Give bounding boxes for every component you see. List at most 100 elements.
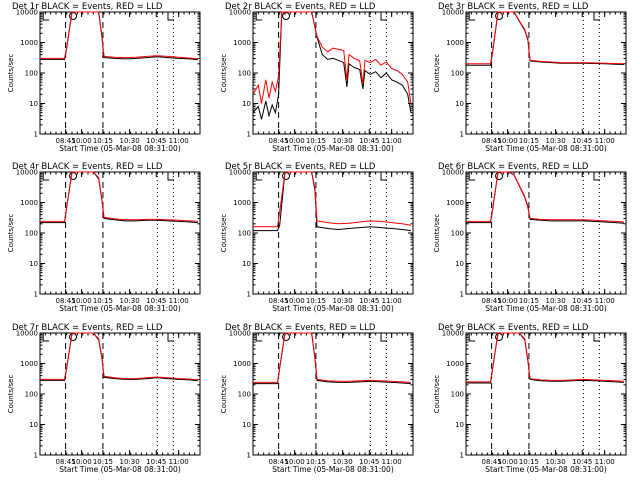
x-tick-label: 10:15	[306, 137, 326, 145]
x-tick-label: 10:15	[306, 458, 326, 466]
x-tick-label: 10:45	[359, 458, 379, 466]
y-tick-label: 10	[455, 100, 464, 108]
y-tick-label: 10	[242, 260, 251, 268]
y-tick-label: 10	[29, 100, 38, 108]
x-tick-label: 10:00	[72, 137, 92, 145]
y-tick-label: 10000	[442, 330, 464, 338]
x-axis-label: Start Time (05-Mar-08 08:31:00)	[485, 304, 607, 313]
y-tick-label: 1000	[446, 199, 464, 207]
y-axis-label: Counts/sec	[7, 54, 15, 93]
chart-title: Det 6r BLACK = Events, RED = LLD	[438, 162, 589, 172]
x-axis-label: Start Time (05-Mar-08 08:31:00)	[272, 144, 394, 153]
y-tick-label: 10	[29, 260, 38, 268]
bracket-marker	[380, 333, 387, 342]
series-line-events	[40, 171, 198, 224]
x-tick-label: 10:30	[546, 137, 566, 145]
y-tick-label: 1	[247, 131, 251, 139]
bracket-marker	[255, 333, 263, 342]
x-tick-label: 11:00	[595, 137, 615, 145]
x-tick-label: 10:15	[93, 458, 113, 466]
bracket-marker	[593, 333, 600, 342]
y-tick-label: 1	[247, 452, 251, 460]
y-tick-label: 1	[460, 291, 464, 299]
x-tick-label: 10:00	[285, 137, 305, 145]
y-axis-label: Counts/sec	[433, 214, 441, 253]
x-tick-label: 10:00	[498, 137, 518, 145]
series-line-lld	[466, 332, 624, 383]
x-tick-label: 10:00	[285, 297, 305, 305]
bracket-marker	[167, 333, 174, 342]
x-tick-label: 08:45	[482, 458, 502, 466]
chart-panel-3: Det 3r BLACK = Events, RED = LLD 1 10 100 10…	[433, 2, 627, 153]
x-tick-label: 11:00	[169, 137, 189, 145]
chart-title: Det 4r BLACK = Events, RED = LLD	[12, 162, 163, 172]
series-line-events	[466, 332, 624, 384]
bracket-marker	[167, 172, 174, 181]
x-tick-label: 10:30	[546, 458, 566, 466]
series-line-lld	[466, 11, 624, 65]
bracket-marker	[167, 12, 174, 21]
y-tick-label: 100	[25, 391, 38, 399]
y-tick-label: 1000	[20, 39, 38, 47]
chart-title: Det 8r BLACK = Events, RED = LLD	[225, 323, 376, 333]
x-tick-label: 08:45	[56, 458, 76, 466]
y-tick-label: 100	[238, 391, 251, 399]
chart-panel-7: Det 7r BLACK = Events, RED = LLD 1 10 100 10…	[7, 323, 201, 474]
bracket-marker	[380, 172, 387, 181]
y-axis-label: Counts/sec	[7, 214, 15, 253]
x-tick-label: 10:00	[285, 458, 305, 466]
chart-panel-1: Det 1r BLACK = Events, RED = LLD 1 10 100 10…	[7, 2, 201, 153]
y-tick-label: 1	[460, 452, 464, 460]
y-tick-label: 100	[238, 230, 251, 238]
x-tick-label: 10:45	[572, 458, 592, 466]
plot-frame	[465, 332, 627, 456]
y-tick-label: 100	[25, 230, 38, 238]
x-tick-label: 10:30	[333, 137, 353, 145]
y-tick-label: 100	[451, 230, 464, 238]
plot-frame	[252, 171, 414, 295]
x-tick-label: 11:00	[595, 458, 615, 466]
series-line-events	[466, 171, 624, 224]
y-axis-label: Counts/sec	[7, 375, 15, 414]
x-tick-label: 11:00	[382, 297, 402, 305]
chart-panel-2: Det 2r BLACK = Events, RED = LLD 1 10 100 10…	[220, 2, 414, 153]
x-tick-label: 10:30	[333, 297, 353, 305]
x-tick-label: 10:15	[93, 137, 113, 145]
plot-frame	[39, 332, 201, 456]
plot-frame	[39, 171, 201, 295]
y-tick-label: 10000	[16, 330, 38, 338]
x-tick-label: 10:45	[146, 297, 166, 305]
bracket-marker	[468, 333, 476, 342]
chart-title: Det 7r BLACK = Events, RED = LLD	[12, 323, 163, 333]
x-axis-label: Start Time (05-Mar-08 08:31:00)	[272, 465, 394, 474]
x-axis-label: Start Time (05-Mar-08 08:31:00)	[59, 144, 181, 153]
y-tick-label: 10000	[229, 9, 251, 17]
x-tick-label: 08:45	[269, 458, 289, 466]
chart-title: Det 5r BLACK = Events, RED = LLD	[225, 162, 376, 172]
series-line-lld	[252, 11, 412, 104]
y-tick-label: 1000	[446, 360, 464, 368]
x-axis-label: Start Time (05-Mar-08 08:31:00)	[59, 304, 181, 313]
x-tick-label: 10:45	[572, 137, 592, 145]
x-axis-label: Start Time (05-Mar-08 08:31:00)	[272, 304, 394, 313]
plot-frame	[252, 11, 414, 135]
y-tick-label: 100	[451, 391, 464, 399]
chart-title: Det 2r BLACK = Events, RED = LLD	[225, 2, 376, 12]
y-tick-label: 10	[455, 260, 464, 268]
series-line-lld	[40, 332, 198, 381]
y-tick-label: 10	[29, 421, 38, 429]
plot-frame	[465, 171, 627, 295]
x-tick-label: 10:30	[120, 458, 140, 466]
y-axis-label: Counts/sec	[433, 54, 441, 93]
series-line-lld	[253, 171, 411, 228]
circle-marker	[282, 12, 291, 20]
y-axis-label: Counts/sec	[433, 375, 441, 414]
y-tick-label: 1	[34, 131, 38, 139]
bracket-marker	[42, 12, 50, 21]
x-tick-label: 10:45	[359, 297, 379, 305]
x-tick-label: 10:30	[333, 458, 353, 466]
x-tick-label: 10:15	[519, 297, 539, 305]
chart-panel-8: Det 8r BLACK = Events, RED = LLD 1 10 100 10…	[220, 323, 414, 474]
x-tick-label: 10:00	[72, 458, 92, 466]
